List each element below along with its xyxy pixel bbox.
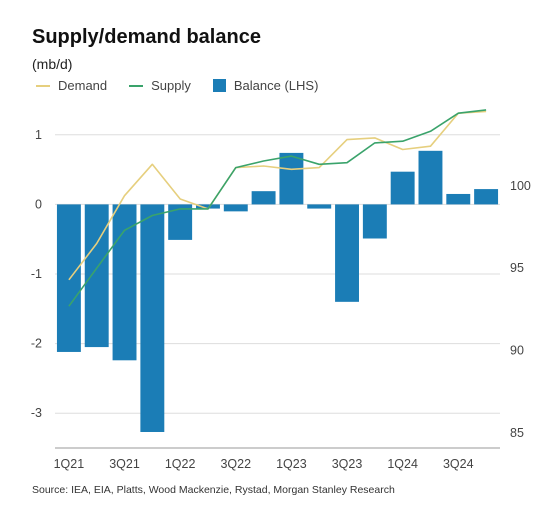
balance-bar xyxy=(223,204,248,212)
balance-bar xyxy=(446,193,471,205)
chart-title: Supply/demand balance xyxy=(32,26,261,48)
source-note: Source: IEA, EIA, Platts, Wood Mackenzie… xyxy=(32,484,395,496)
y-right-tick-label: 100 xyxy=(510,179,531,193)
legend-item-demand: Demand xyxy=(36,78,107,93)
x-tick-label: 3Q23 xyxy=(332,457,363,471)
x-tick-label: 1Q22 xyxy=(165,457,196,471)
axes: 1 0 -1 -2 -3 100 95 90 85 1Q21 3Q21 1Q22 3Q22 1Q23 3Q2… xyxy=(31,128,531,471)
supply-line xyxy=(68,109,487,307)
demand-swatch xyxy=(36,84,50,87)
demand-line xyxy=(68,110,487,281)
chart-legend: Demand Supply Balance (LHS) xyxy=(36,78,340,93)
balance-bar xyxy=(251,191,276,205)
legend-label-supply: Supply xyxy=(151,78,191,93)
balance-bar xyxy=(112,204,137,361)
y-right-tick-label: 95 xyxy=(510,261,524,275)
balance-bar xyxy=(84,204,109,348)
y-left-tick-label: -1 xyxy=(31,267,42,281)
x-tick-label: 3Q21 xyxy=(109,457,140,471)
chart-subtitle: (mb/d) xyxy=(32,56,73,72)
balance-bar xyxy=(418,150,443,205)
balance-bar xyxy=(140,204,165,432)
y-left-tick-label: 0 xyxy=(35,197,42,211)
y-left-tick-label: -3 xyxy=(31,406,42,420)
legend-label-demand: Demand xyxy=(58,78,108,93)
balance-bars xyxy=(56,150,499,432)
balance-bar xyxy=(307,204,332,209)
y-right-tick-label: 85 xyxy=(510,426,524,440)
supply-swatch xyxy=(129,84,144,87)
balance-bar xyxy=(362,204,387,239)
x-tick-label: 1Q23 xyxy=(276,457,307,471)
x-tick-label: 1Q24 xyxy=(387,457,418,471)
balance-bar xyxy=(56,204,81,352)
balance-swatch xyxy=(212,79,226,92)
y-left-tick-label: -2 xyxy=(31,337,42,351)
y-left-tick-label: 1 xyxy=(35,128,42,142)
legend-item-supply: Supply xyxy=(129,78,191,93)
balance-bar xyxy=(474,189,499,205)
balance-bar xyxy=(335,204,359,302)
x-tick-label: 3Q24 xyxy=(443,457,474,471)
legend-item-balance: Balance (LHS) xyxy=(212,78,319,93)
balance-bar xyxy=(279,152,304,205)
legend-label-balance: Balance (LHS) xyxy=(233,78,319,93)
y-right-tick-label: 90 xyxy=(510,344,524,358)
x-tick-label: 1Q21 xyxy=(54,457,85,471)
x-tick-label: 3Q22 xyxy=(220,457,251,471)
balance-bar xyxy=(390,171,415,205)
balance-bar xyxy=(168,204,193,240)
lines xyxy=(68,109,487,307)
balance-bar xyxy=(196,204,220,209)
